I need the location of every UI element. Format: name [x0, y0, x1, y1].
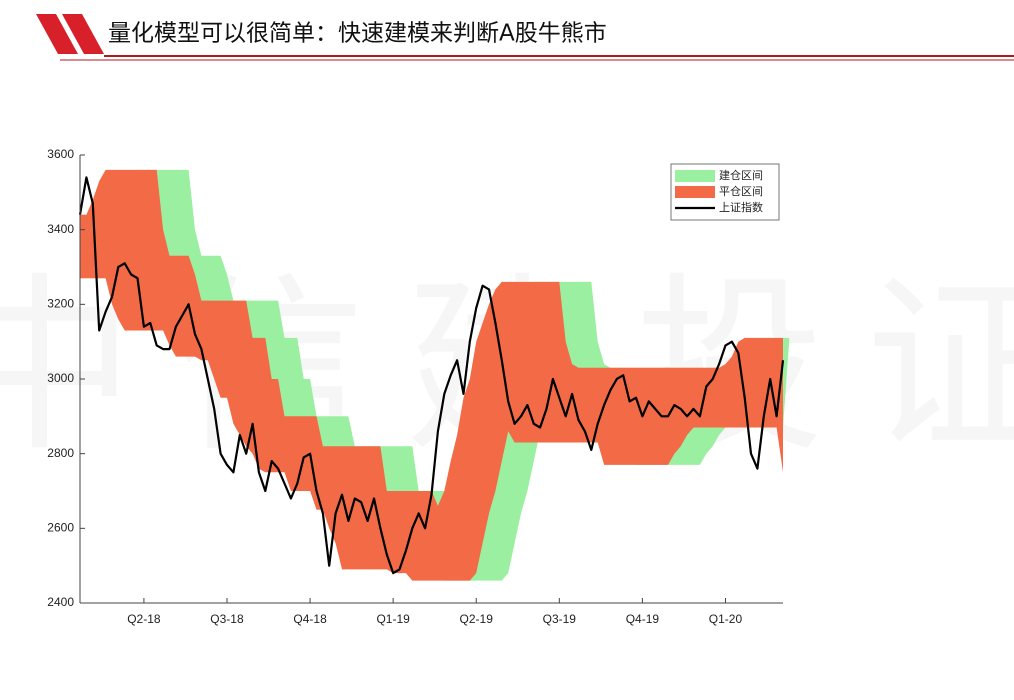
- logo-bar: [62, 14, 104, 54]
- y-tick-label: 3400: [47, 222, 74, 236]
- legend-label: 上证指数: [719, 200, 763, 214]
- legend-swatch: [675, 170, 715, 182]
- slide-title: 量化模型可以很简单：快速建模来判断A股牛熊市: [108, 21, 607, 47]
- logo-bar: [36, 14, 78, 54]
- legend-label: 平仓区间: [719, 184, 763, 198]
- plot: 2400 2600 2800 3000 3200 3400 3600 Q2-18 Q3-18 Q4…: [47, 147, 790, 626]
- y-tick-label: 3000: [47, 371, 74, 385]
- y-tick-label: 3200: [47, 297, 74, 311]
- x-tick-label: Q2-18: [127, 612, 161, 626]
- x-tick-label: Q4-19: [626, 612, 660, 626]
- y-tick-label: 3600: [47, 147, 74, 161]
- index-line: [78, 176, 785, 575]
- x-tick-label: Q1-20: [709, 612, 743, 626]
- y-tick-label: 2600: [47, 521, 74, 535]
- x-tick-label: Q3-18: [210, 612, 244, 626]
- y-tick-label: 2800: [47, 446, 74, 460]
- x-tick-label: Q1-19: [376, 612, 410, 626]
- legend-label: 建仓区间: [719, 168, 763, 182]
- legend-swatch: [675, 186, 715, 198]
- y-tick-label: 2400: [47, 595, 74, 609]
- x-tick-label: Q4-18: [293, 612, 327, 626]
- x-tick-label: Q3-19: [543, 612, 577, 626]
- x-tick-label: Q2-19: [460, 612, 494, 626]
